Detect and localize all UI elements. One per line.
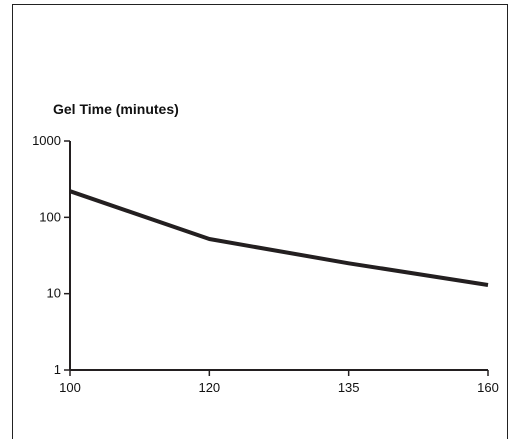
series-line <box>69 189 489 287</box>
x-tick-label: 100 <box>59 380 81 395</box>
ticks: 1 10 100 1000 100 120 135 160 <box>32 133 499 395</box>
x-tick-label: 160 <box>477 380 499 395</box>
x-tick-label: 120 <box>198 380 220 395</box>
y-tick-label: 10 <box>47 286 61 301</box>
axes <box>69 141 488 371</box>
x-tick-label: 135 <box>338 380 360 395</box>
y-tick-label: 1 <box>54 362 61 377</box>
chart-frame <box>12 4 508 439</box>
y-tick-label: 1000 <box>32 133 61 148</box>
series <box>69 189 489 287</box>
y-tick-label: 100 <box>39 209 61 224</box>
y-axis-label: Gel Time (minutes) <box>53 101 179 117</box>
